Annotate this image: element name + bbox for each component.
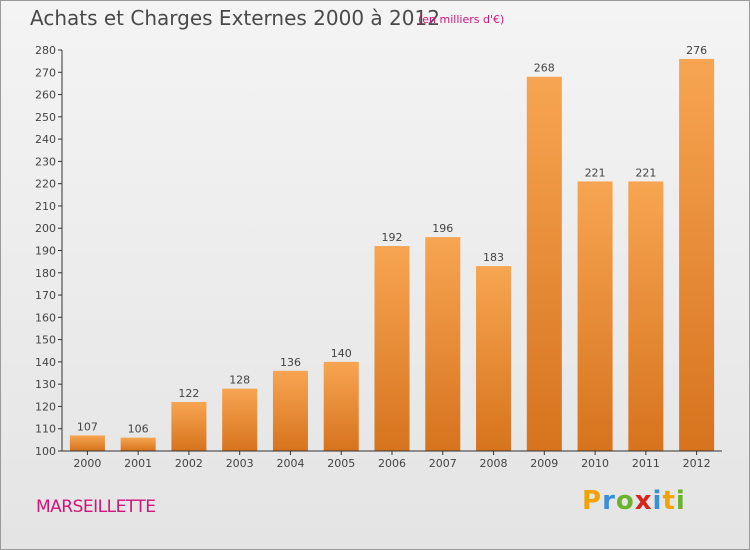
x-tick-label: 2011 <box>632 457 660 470</box>
logo-letter: t <box>662 486 676 516</box>
x-tick-label: 2003 <box>226 457 254 470</box>
y-tick-label: 140 <box>35 356 56 369</box>
bar <box>120 437 156 451</box>
y-tick-label: 150 <box>35 334 56 347</box>
bar <box>272 370 308 451</box>
proxiti-logo: Proxiti <box>582 486 686 516</box>
x-tick-label: 2010 <box>581 457 609 470</box>
y-tick-label: 210 <box>35 200 56 213</box>
x-tick-label: 2002 <box>175 457 203 470</box>
x-tick-label: 2007 <box>429 457 457 470</box>
bar-value-label: 136 <box>280 356 301 369</box>
y-tick-label: 180 <box>35 267 56 280</box>
y-tick-label: 250 <box>35 111 56 124</box>
x-tick-label: 2001 <box>124 457 152 470</box>
x-axis: 2000 2001 2002 2003 2004 2005 2006 2007 2008 2009… <box>62 450 722 470</box>
commune-name: MARSEILLETTE <box>36 497 156 517</box>
logo-letter: i <box>675 486 686 516</box>
bar <box>374 246 410 451</box>
bar-value-label: 221 <box>585 166 606 179</box>
bar-value-label: 192 <box>382 231 403 244</box>
bar <box>69 435 105 451</box>
x-tick-label: 2006 <box>378 457 406 470</box>
logo-letter: r <box>602 486 616 516</box>
x-tick-label: 2012 <box>683 457 711 470</box>
y-tick-label: 270 <box>35 66 56 79</box>
y-tick-label: 160 <box>35 311 56 324</box>
x-tick-label: 2004 <box>276 457 304 470</box>
y-tick-label: 200 <box>35 222 56 235</box>
bar-value-label: 221 <box>635 166 656 179</box>
x-tick-label: 2005 <box>327 457 355 470</box>
bar <box>679 58 715 452</box>
chart-title: Achats et Charges Externes 2000 à 2012 <box>30 6 440 30</box>
y-tick-label: 220 <box>35 178 56 191</box>
bar-value-label: 196 <box>432 222 453 235</box>
bar-value-label: 268 <box>534 62 555 75</box>
y-tick-label: 100 <box>35 445 56 458</box>
bar <box>425 237 461 451</box>
bar <box>526 76 562 451</box>
bar-value-label: 183 <box>483 251 504 264</box>
chart-subtitle: (en milliers d'€) <box>418 13 505 26</box>
bar-value-label: 140 <box>331 347 352 360</box>
bar-value-label: 128 <box>229 374 250 387</box>
y-tick-label: 280 <box>35 44 56 57</box>
bars-group: 107 106 122 128 136 140 192 196 183 268 221 221 276 <box>69 44 715 452</box>
y-tick-label: 120 <box>35 400 56 413</box>
y-tick-label: 110 <box>35 423 56 436</box>
y-axis: 100 110 120 130 140 150 160 170 180 190 200 210 220 2… <box>35 44 63 458</box>
bar <box>222 388 258 451</box>
bar <box>577 181 613 451</box>
logo-letter: i <box>652 486 663 516</box>
bar <box>628 181 664 451</box>
logo-letter: o <box>615 486 635 516</box>
x-tick-label: 2009 <box>530 457 558 470</box>
bar <box>476 266 512 451</box>
y-tick-label: 170 <box>35 289 56 302</box>
y-tick-label: 130 <box>35 378 56 391</box>
y-tick-label: 230 <box>35 155 56 168</box>
bar-value-label: 106 <box>128 423 149 436</box>
bar-value-label: 122 <box>178 387 199 400</box>
logo-letter: P <box>582 486 603 516</box>
y-tick-label: 190 <box>35 245 56 258</box>
logo-letter: x <box>634 486 653 516</box>
bar <box>323 361 359 451</box>
y-tick-label: 240 <box>35 133 56 146</box>
bar-value-label: 276 <box>686 44 707 57</box>
x-tick-label: 2000 <box>73 457 101 470</box>
y-tick-label: 260 <box>35 89 56 102</box>
bar-value-label: 107 <box>77 420 98 433</box>
x-tick-label: 2008 <box>480 457 508 470</box>
bar <box>171 401 207 451</box>
